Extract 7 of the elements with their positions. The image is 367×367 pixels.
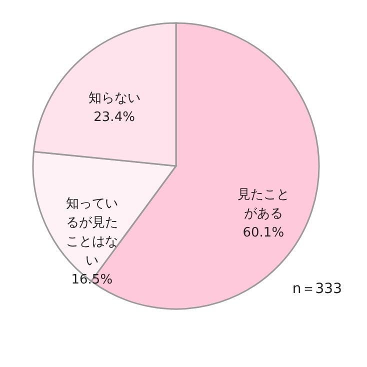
slice-label: 見たことがある	[237, 188, 290, 222]
data-label: 60.1%	[242, 226, 284, 241]
slice-label: 知らない	[88, 90, 140, 106]
data-label: 23.4%	[94, 110, 135, 125]
data-label: 16.5%	[71, 272, 113, 288]
slice-label: 知っているが見たことはない	[66, 196, 118, 268]
text: n＝333	[292, 281, 342, 297]
